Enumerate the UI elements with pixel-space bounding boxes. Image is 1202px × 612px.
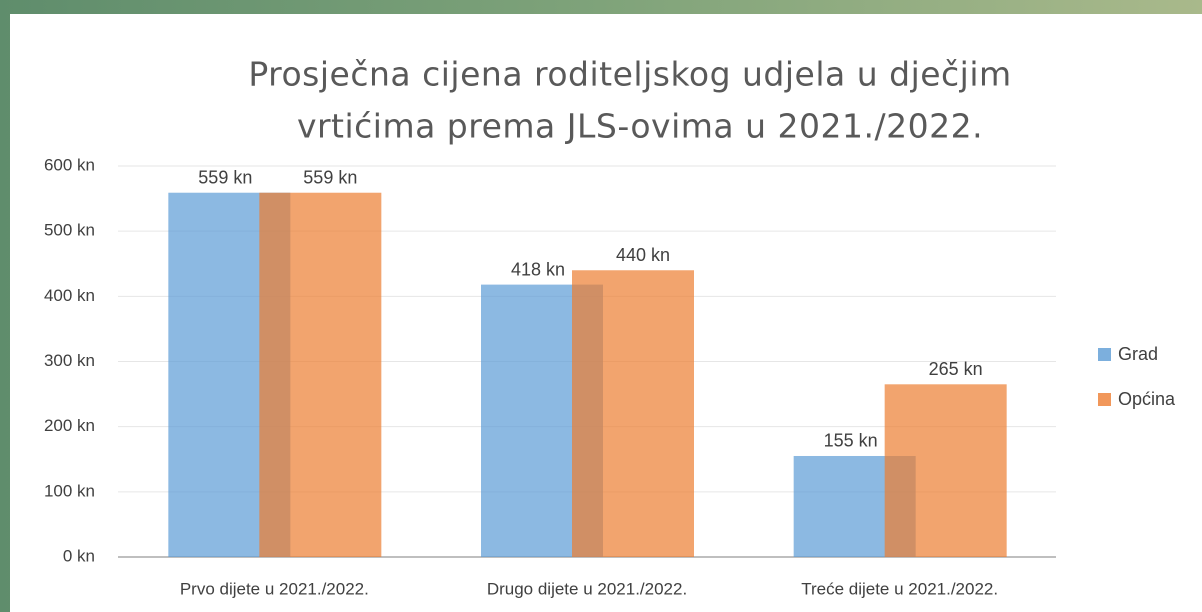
- y-tick-label: 300 kn: [44, 351, 95, 370]
- legend-swatch: [1098, 393, 1111, 406]
- legend-swatch: [1098, 348, 1111, 361]
- y-tick-label: 0 kn: [63, 546, 95, 565]
- chart-title: vrtićima prema JLS-ovima u 2021./2022.: [297, 107, 983, 146]
- y-tick-label: 600 kn: [44, 155, 95, 174]
- y-tick-label: 100 kn: [44, 481, 95, 500]
- chart-title: Prosječna cijena roditeljskog udjela u d…: [248, 55, 1011, 94]
- y-tick-label: 200 kn: [44, 416, 95, 435]
- bar: [884, 384, 1007, 557]
- bar: [572, 270, 694, 557]
- x-tick-label: Drugo dijete u 2021./2022.: [487, 579, 687, 598]
- data-label: 418 kn: [511, 259, 565, 279]
- legend-label: Grad: [1118, 344, 1158, 364]
- data-label: 559 kn: [303, 167, 357, 187]
- y-tick-label: 400 kn: [44, 286, 95, 305]
- legend-label: Općina: [1118, 389, 1176, 409]
- x-tick-label: Prvo dijete u 2021./2022.: [180, 579, 369, 598]
- data-label: 155 kn: [824, 431, 878, 451]
- data-label: 559 kn: [198, 167, 252, 187]
- y-tick-label: 500 kn: [44, 221, 95, 240]
- data-label: 265 kn: [929, 359, 983, 379]
- x-tick-label: Treće dijete u 2021./2022.: [801, 579, 998, 598]
- bar: [259, 192, 382, 558]
- data-label: 440 kn: [616, 245, 670, 265]
